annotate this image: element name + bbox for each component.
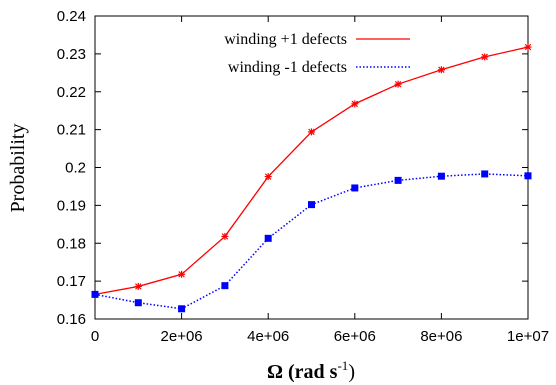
legend-item: winding -1 defects xyxy=(228,59,410,76)
y-tick-label: 0.21 xyxy=(57,122,86,139)
square-marker xyxy=(221,282,229,290)
square-marker xyxy=(394,176,402,184)
square-marker xyxy=(134,299,142,307)
star-marker xyxy=(524,43,532,51)
star-marker xyxy=(221,232,229,240)
square-marker xyxy=(524,172,532,180)
y-tick-label: 0.18 xyxy=(57,235,86,252)
x-axis: 0 2e+06 4e+06 6e+06 8e+06 1e+07 xyxy=(91,16,549,345)
series-line xyxy=(94,46,529,296)
square-marker xyxy=(437,172,445,180)
legend: winding +1 defects winding -1 defects xyxy=(224,31,410,76)
star-marker xyxy=(134,282,142,290)
square-marker xyxy=(264,234,272,242)
star-marker xyxy=(394,80,402,88)
x-axis-label-suffix: ) xyxy=(348,361,355,383)
x-tick-label: 4e+06 xyxy=(247,328,289,345)
square-marker xyxy=(91,290,99,298)
star-marker xyxy=(264,173,272,181)
star-marker xyxy=(178,270,186,278)
x-tick-label: 1e+07 xyxy=(507,328,549,345)
square-marker xyxy=(178,305,186,313)
y-tick-label: 0.24 xyxy=(57,8,86,25)
series-layer xyxy=(91,43,532,313)
x-axis-label: Ω (rad s-1) xyxy=(267,358,355,383)
star-marker xyxy=(481,53,489,61)
series-line xyxy=(94,173,529,310)
y-tick-label: 0.19 xyxy=(57,197,86,214)
y-axis-label: Probability xyxy=(7,124,29,213)
legend-item: winding +1 defects xyxy=(224,31,410,48)
legend-label: winding +1 defects xyxy=(224,31,347,48)
y-tick-label: 0.22 xyxy=(57,84,86,101)
star-marker xyxy=(308,128,315,136)
square-marker xyxy=(308,201,315,209)
series-winding-minus-1 xyxy=(91,170,532,313)
y-tick-label: 0.23 xyxy=(57,46,86,63)
y-tick-label: 0.17 xyxy=(57,273,86,290)
x-axis-label-superscript: -1 xyxy=(337,358,348,373)
star-marker xyxy=(351,100,359,108)
y-axis: 0.16 0.17 0.18 0.19 0.2 0.21 0.22 0.23 0.24 xyxy=(57,8,528,328)
square-marker xyxy=(351,184,359,192)
series-winding-plus-1 xyxy=(91,43,532,298)
x-tick-label: 8e+06 xyxy=(420,328,462,345)
y-tick-label: 0.2 xyxy=(65,160,86,177)
star-marker xyxy=(437,66,445,74)
x-axis-label-main: Ω (rad s xyxy=(267,361,338,383)
y-tick-label: 0.16 xyxy=(57,311,86,328)
square-marker xyxy=(481,170,489,178)
x-tick-label: 2e+06 xyxy=(161,328,203,345)
x-tick-label: 0 xyxy=(91,328,99,345)
legend-label: winding -1 defects xyxy=(228,59,347,76)
x-tick-label: 6e+06 xyxy=(334,328,376,345)
